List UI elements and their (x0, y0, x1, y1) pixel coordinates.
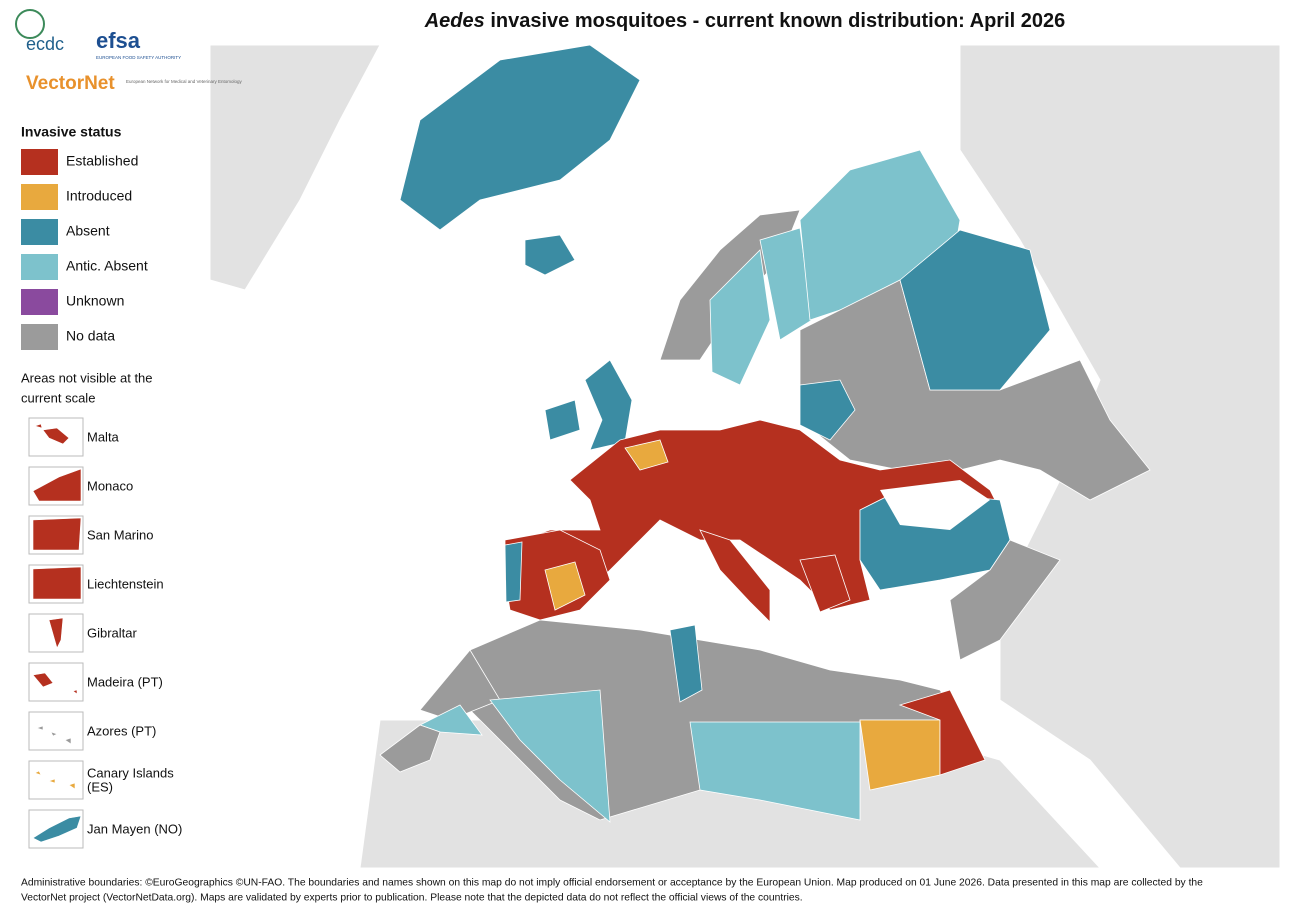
iceland (524, 234, 576, 276)
title-italic: Aedes (424, 10, 485, 32)
greenland (399, 44, 641, 231)
ecdc-globe (15, 9, 45, 39)
inset-shape (32, 815, 82, 843)
legend-title: Invasive status (21, 124, 122, 140)
inset-title: Areas not visible at the (21, 370, 153, 385)
tunisia (669, 624, 703, 703)
inset-label: Canary Islands (87, 765, 174, 780)
portugal (504, 541, 523, 603)
inset-label: Gibraltar (87, 625, 138, 640)
inset-shape (34, 770, 76, 790)
inset-label: Liechtenstein (87, 576, 164, 591)
map-regions (379, 44, 1151, 823)
inset-title: current scale (21, 390, 95, 405)
inset-label: Monaco (87, 478, 133, 493)
italy (699, 529, 771, 623)
legend-swatch (21, 149, 58, 175)
legend: Invasive status Established Introduced Abs… (21, 124, 148, 350)
legend-swatch (21, 289, 58, 315)
libya (689, 721, 861, 821)
egypt-east (898, 689, 986, 776)
inset-legend: Areas not visible at the current scale M… (21, 370, 182, 849)
inset-box (28, 711, 84, 751)
poland-region (799, 379, 856, 441)
legend-label: Introduced (66, 188, 132, 204)
ecdc-logo: ecdc (26, 34, 64, 54)
middle-east (949, 539, 1061, 661)
sweden (709, 249, 771, 386)
legend-label: Antic. Absent (66, 258, 148, 274)
inset-box (28, 760, 84, 800)
russia-central (899, 229, 1051, 391)
inset-label: Jan Mayen (NO) (87, 821, 182, 836)
inset-shape (32, 672, 78, 695)
legend-swatch (21, 184, 58, 210)
spain-interior (544, 561, 586, 611)
inset-shape (33, 423, 70, 445)
legend-swatch (21, 324, 58, 350)
legend-swatch (21, 254, 58, 280)
legend-swatch (21, 219, 58, 245)
inset-shape (32, 468, 82, 502)
inset-label: Azores (PT) (87, 723, 156, 738)
inset-label: San Marino (87, 527, 153, 542)
ireland (544, 399, 581, 441)
inset-shape (32, 566, 82, 600)
efsa-logo: efsa (96, 28, 141, 53)
legend-label: Absent (66, 223, 110, 239)
inset-label: Malta (87, 429, 120, 444)
finland (759, 227, 813, 341)
inset-shape (36, 725, 72, 745)
footer-text: VectorNet project (VectorNetData.org). M… (21, 893, 803, 904)
inset-shape (32, 517, 82, 551)
footer-text: Administrative boundaries: ©EuroGeograph… (21, 878, 1203, 889)
vectornet-logo: VectorNet (26, 73, 115, 94)
inset-label: Madeira (PT) (87, 674, 163, 689)
inset-shape (48, 617, 64, 649)
black-sea (880, 480, 990, 530)
inset-box (28, 662, 84, 702)
legend-label: Established (66, 153, 138, 169)
greece (799, 554, 851, 613)
efsa-subtitle: EUROPEAN FOOD SAFETY AUTHORITY (96, 55, 181, 60)
inset-label: (ES) (87, 779, 113, 794)
north-america (209, 44, 381, 291)
title-text: invasive mosquitoes - current known dist… (485, 10, 1065, 32)
map-title: Aedes invasive mosquitoes - current know… (424, 10, 1066, 32)
legend-label: Unknown (66, 293, 124, 309)
benelux (624, 439, 669, 471)
algeria-south (489, 689, 611, 823)
mauritania (379, 724, 441, 773)
legend-label: No data (66, 328, 115, 344)
vectornet-subtitle: European Network for Medical and Veterin… (126, 79, 243, 84)
